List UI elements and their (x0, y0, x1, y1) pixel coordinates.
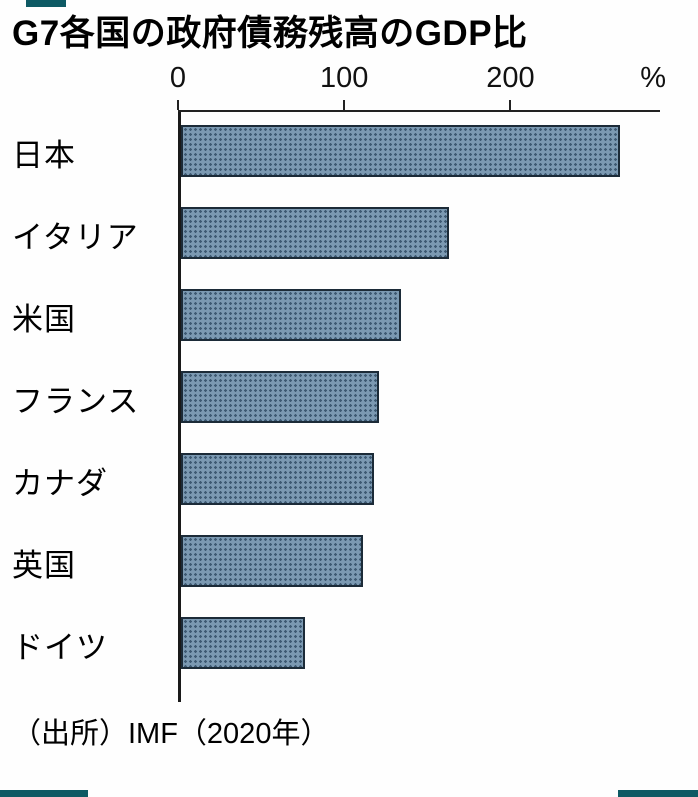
bar (181, 370, 380, 423)
category-label: カナダ (12, 466, 108, 502)
bar (181, 124, 621, 177)
source-note: （出所）IMF（2020年） (12, 717, 330, 750)
bar-row: イタリア (10, 193, 660, 276)
bar (181, 288, 401, 341)
bar (181, 534, 363, 587)
bar-row: 日本 (10, 111, 660, 194)
decor-strip-top (26, 0, 66, 7)
axis-tick-mark (343, 99, 346, 110)
bar (181, 206, 449, 259)
bar-plot-area (178, 111, 660, 194)
bar-plot-area (178, 357, 660, 440)
bar-row: カナダ (10, 439, 660, 522)
axis-header: % 0 100 200 (170, 60, 666, 112)
bar-chart: % 0 100 200 日本イタリア米国フランスカナダ英国ドイツ (10, 60, 666, 702)
bar-plot-area (178, 521, 660, 604)
bar-plot-area (178, 439, 660, 522)
axis-baseline-extension (10, 685, 660, 702)
category-label: 米国 (12, 302, 76, 338)
axis-tick-label: 200 (486, 61, 535, 94)
bar-row: 米国 (10, 275, 660, 358)
bar-rows: 日本イタリア米国フランスカナダ英国ドイツ (10, 111, 660, 686)
decor-strip-bottom-right (618, 790, 698, 797)
axis-tick-label: 0 (169, 61, 187, 94)
bar-plot-area (178, 603, 660, 686)
decor-strip-bottom-left (0, 790, 88, 797)
category-label: 英国 (12, 548, 76, 584)
category-label: フランス (12, 384, 140, 420)
axis-tick-label: 100 (320, 61, 369, 94)
axis-tick-mark (177, 99, 179, 110)
bar-row: フランス (10, 357, 660, 440)
category-label: ドイツ (12, 630, 108, 666)
chart-title: G7各国の政府債務残高のGDP比 (12, 14, 528, 53)
bar-row: ドイツ (10, 603, 660, 686)
bar (181, 616, 305, 669)
axis-tick-mark (509, 99, 512, 110)
bar-row: 英国 (10, 521, 660, 604)
category-label: イタリア (12, 220, 139, 256)
bar (181, 452, 375, 505)
axis-unit-label: % (640, 61, 666, 94)
category-label: 日本 (12, 138, 76, 174)
bar-plot-area (178, 275, 660, 358)
bar-plot-area (178, 193, 660, 276)
